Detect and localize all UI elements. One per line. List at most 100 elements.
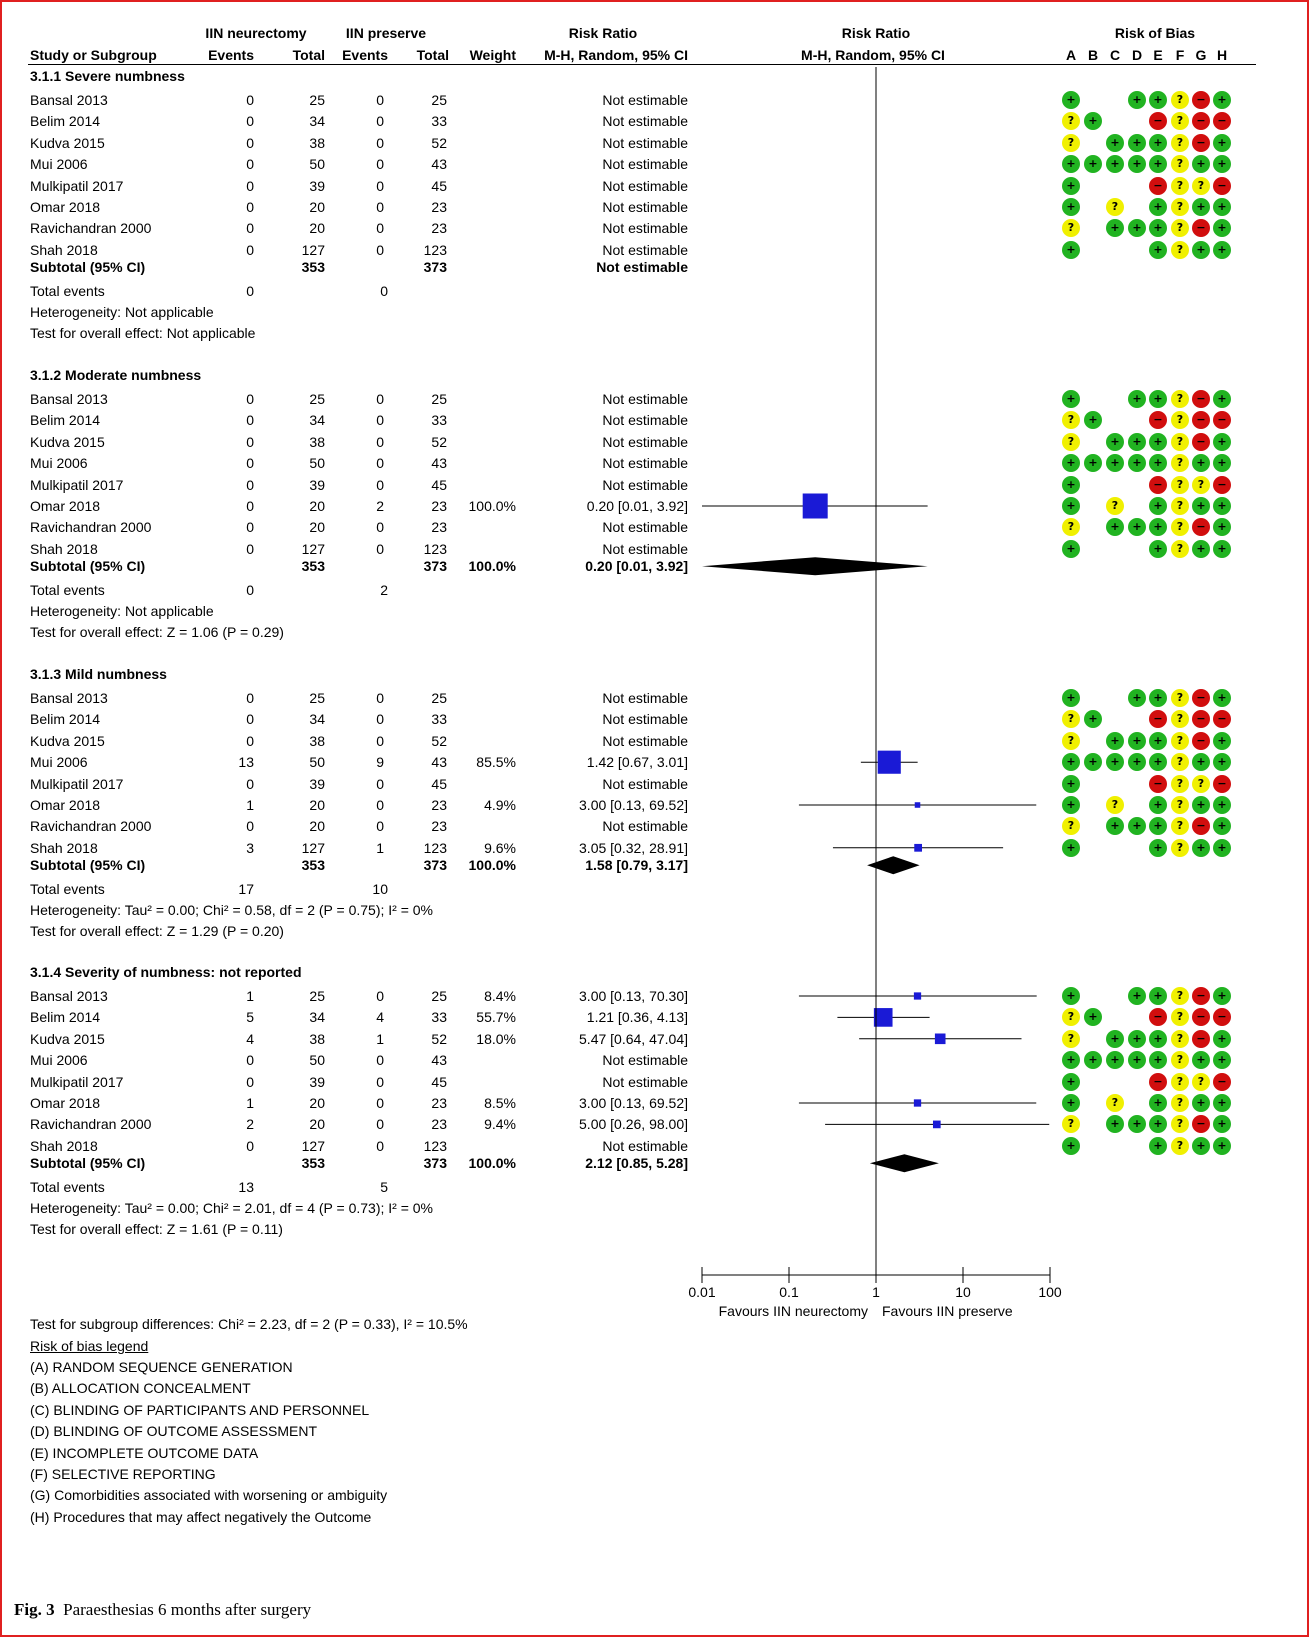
events-preserve: 0 [376, 1137, 384, 1154]
overall-effect-text: Test for overall effect: Z = 1.06 (P = 0… [30, 624, 284, 641]
subgroup-title: 3.1.1 Severe numbness [30, 68, 185, 84]
rob-dot: + [1213, 240, 1231, 259]
overall-effect-text: Test for overall effect: Not applicable [30, 325, 256, 342]
study-name: Mulkipatil 2017 [30, 476, 124, 493]
rob-dot: + [1062, 454, 1080, 473]
total-neurectomy: 20 [309, 818, 325, 835]
rob-dot: + [1149, 539, 1167, 558]
total-preserve: 45 [431, 177, 447, 194]
rob-dot: ? [1171, 475, 1189, 494]
subtotal-total-preserve: 373 [423, 259, 447, 276]
heterogeneity-text: Heterogeneity: Not applicable [30, 603, 214, 620]
rob-dot: ? [1192, 774, 1210, 793]
study-ci: Not estimable [602, 1052, 688, 1069]
total-preserve: 123 [423, 241, 447, 258]
study-weight: 100.0% [468, 498, 516, 514]
subtotal-total-neurectomy: 353 [301, 857, 325, 874]
study-ci: Not estimable [602, 732, 688, 749]
study-name: Ravichandran 2000 [30, 1116, 152, 1133]
events-neurectomy: 0 [246, 391, 254, 407]
rob-dot: + [1062, 796, 1080, 814]
rob-dot: ? [1171, 240, 1189, 259]
events-preserve: 0 [376, 818, 384, 835]
rob-letter-g: G [1195, 47, 1207, 63]
study-weight: 18.0% [476, 1030, 516, 1047]
study-name: Omar 2018 [30, 498, 101, 514]
col-study: Study or Subgroup [30, 47, 157, 63]
total-neurectomy: 20 [309, 199, 325, 215]
rob-legend-item: (E) INCOMPLETE OUTCOME DATA [30, 1444, 259, 1461]
rob-dot: + [1062, 497, 1080, 515]
rob-letter-h: H [1216, 47, 1228, 63]
rob-dot: + [1213, 1094, 1231, 1112]
rob-dot: + [1192, 198, 1210, 216]
study-name: Belim 2014 [30, 711, 101, 728]
rob-dot: − [1192, 219, 1210, 238]
rob-dot: + [1106, 817, 1124, 836]
rob-dot: − [1192, 518, 1210, 537]
rob-dot: + [1213, 539, 1231, 558]
rob-dot: + [1084, 1008, 1102, 1027]
total-events-preserve: 0 [380, 283, 388, 300]
study-ci: Not estimable [602, 711, 688, 728]
study-ci: Not estimable [602, 241, 688, 258]
col-events2: Events [342, 47, 388, 63]
total-neurectomy: 39 [309, 476, 325, 493]
events-neurectomy: 0 [246, 455, 254, 472]
rob-dot: ? [1171, 432, 1189, 451]
events-preserve: 0 [376, 455, 384, 472]
total-preserve: 23 [431, 1116, 447, 1133]
total-neurectomy: 38 [309, 732, 325, 749]
total-preserve: 23 [431, 498, 447, 514]
rob-dot: + [1149, 432, 1167, 451]
events-preserve: 0 [376, 241, 384, 258]
events-preserve: 0 [376, 732, 384, 749]
total-preserve: 43 [431, 455, 447, 472]
x-tick-label: 0.01 [688, 1284, 716, 1300]
rob-dot: + [1149, 817, 1167, 836]
rob-dot: − [1192, 411, 1210, 430]
study-name: Mulkipatil 2017 [30, 1073, 124, 1090]
events-neurectomy: 2 [246, 1116, 254, 1133]
study-name: Belim 2014 [30, 412, 101, 429]
total-neurectomy: 20 [309, 498, 325, 514]
total-preserve: 123 [423, 540, 447, 557]
rob-dot: + [1106, 133, 1124, 152]
total-events-neurectomy: 0 [246, 283, 254, 300]
subtotal-weight: 100.0% [468, 1155, 516, 1172]
total-preserve: 123 [423, 1137, 447, 1154]
study-name: Ravichandran 2000 [30, 220, 152, 237]
header-rule [28, 64, 1256, 65]
rob-dot: + [1192, 1136, 1210, 1155]
rob-dot: + [1128, 390, 1146, 408]
rob-letter-e: E [1153, 47, 1163, 63]
total-events-neurectomy: 13 [238, 1179, 254, 1196]
total-neurectomy: 50 [309, 455, 325, 472]
rob-dot: + [1149, 91, 1167, 109]
total-events-preserve: 2 [380, 582, 388, 599]
total-neurectomy: 20 [309, 797, 325, 813]
rob-dot: + [1192, 796, 1210, 814]
rob-dot: − [1213, 710, 1231, 729]
total-neurectomy: 50 [309, 1052, 325, 1069]
rob-dot: ? [1192, 475, 1210, 494]
rob-dot: ? [1171, 1115, 1189, 1134]
subgroup-differences: Test for subgroup differences: Chi² = 2.… [30, 1316, 468, 1332]
rob-dot: ? [1171, 1051, 1189, 1070]
study-name: Bansal 2013 [30, 391, 108, 407]
header-risk-ratio: Risk Ratio [568, 25, 638, 41]
total-events-preserve: 5 [380, 1179, 388, 1196]
events-preserve: 0 [376, 988, 384, 1004]
rob-dot: ? [1062, 710, 1080, 729]
rob-dot: + [1149, 753, 1167, 772]
events-neurectomy: 1 [246, 988, 254, 1004]
rob-dot: + [1106, 731, 1124, 750]
rob-dot: ? [1171, 155, 1189, 174]
events-neurectomy: 0 [246, 476, 254, 493]
study-ci: Not estimable [602, 220, 688, 237]
events-neurectomy: 1 [246, 1095, 254, 1111]
total-preserve: 25 [431, 391, 447, 407]
rob-dot: + [1213, 432, 1231, 451]
total-neurectomy: 39 [309, 775, 325, 792]
rob-dot: ? [1192, 176, 1210, 195]
